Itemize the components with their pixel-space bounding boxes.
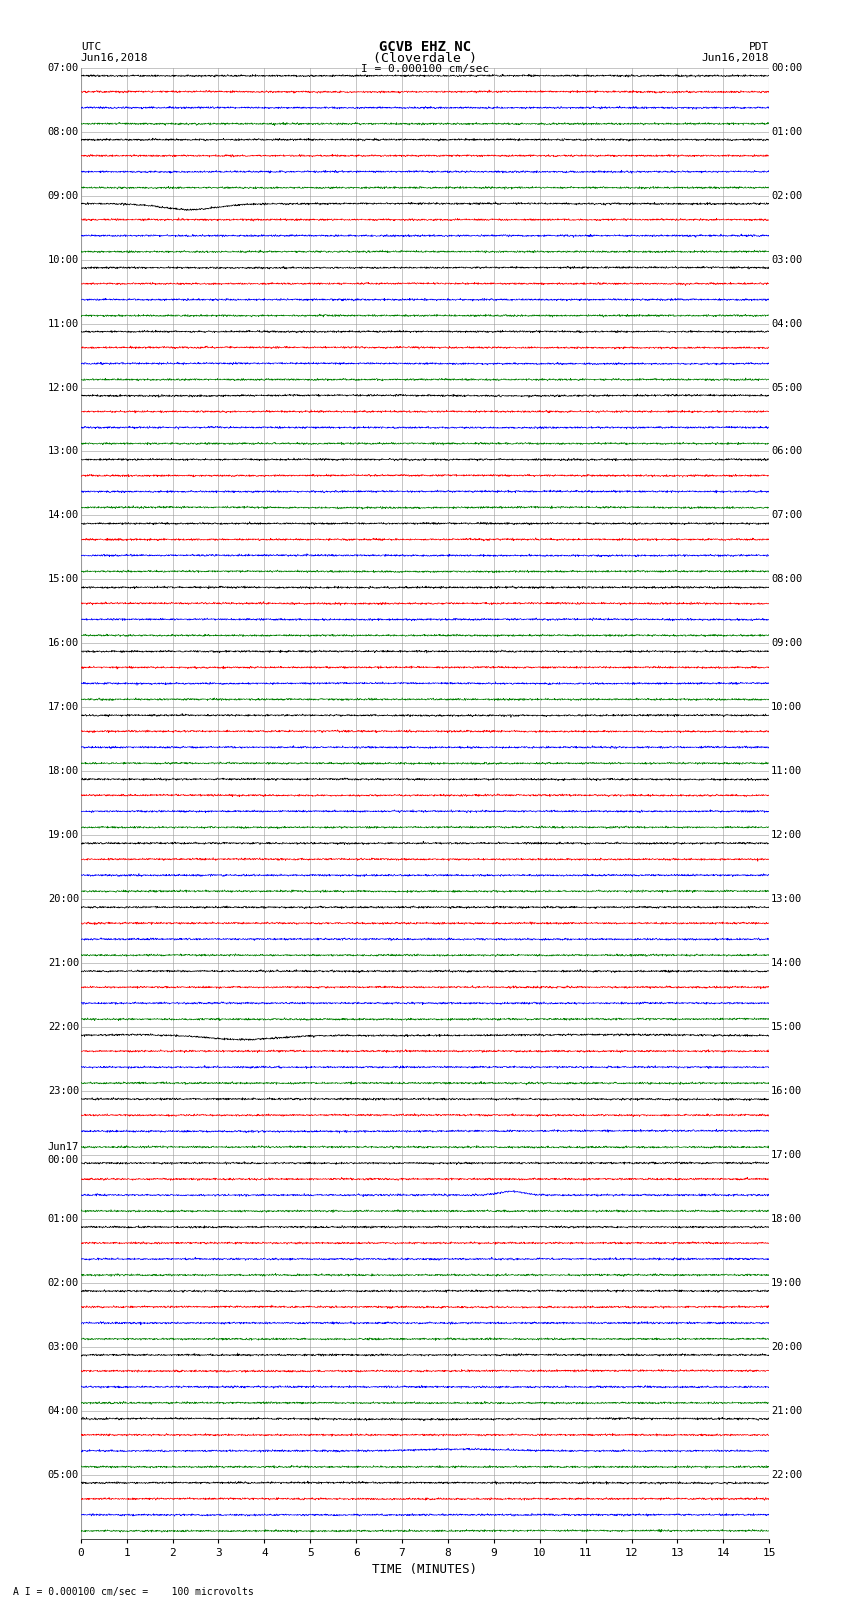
Text: 07:00: 07:00	[48, 63, 79, 73]
Text: Jun17: Jun17	[48, 1142, 79, 1152]
Text: 01:00: 01:00	[48, 1215, 79, 1224]
Text: 11:00: 11:00	[771, 766, 802, 776]
Text: 18:00: 18:00	[771, 1215, 802, 1224]
Text: 02:00: 02:00	[48, 1277, 79, 1287]
Text: 02:00: 02:00	[771, 190, 802, 200]
Text: 22:00: 22:00	[771, 1469, 802, 1479]
Text: 13:00: 13:00	[771, 894, 802, 905]
Text: (Cloverdale ): (Cloverdale )	[373, 52, 477, 65]
Text: 10:00: 10:00	[771, 702, 802, 713]
Text: 14:00: 14:00	[771, 958, 802, 968]
Text: GCVB EHZ NC: GCVB EHZ NC	[379, 40, 471, 53]
Text: I = 0.000100 cm/sec: I = 0.000100 cm/sec	[361, 65, 489, 74]
Text: 22:00: 22:00	[48, 1023, 79, 1032]
Text: UTC: UTC	[81, 42, 101, 52]
Text: 08:00: 08:00	[48, 127, 79, 137]
Text: 16:00: 16:00	[771, 1086, 802, 1097]
Text: 20:00: 20:00	[48, 894, 79, 905]
Text: PDT: PDT	[749, 42, 769, 52]
Text: 17:00: 17:00	[771, 1150, 802, 1160]
Text: 07:00: 07:00	[771, 510, 802, 521]
Text: 05:00: 05:00	[48, 1469, 79, 1479]
Text: A I = 0.000100 cm/sec =    100 microvolts: A I = 0.000100 cm/sec = 100 microvolts	[13, 1587, 253, 1597]
Text: 11:00: 11:00	[48, 319, 79, 329]
Text: 15:00: 15:00	[771, 1023, 802, 1032]
Text: 12:00: 12:00	[771, 831, 802, 840]
Text: Jun16,2018: Jun16,2018	[81, 53, 148, 63]
Text: Jun16,2018: Jun16,2018	[702, 53, 769, 63]
Text: 04:00: 04:00	[771, 319, 802, 329]
Text: 09:00: 09:00	[48, 190, 79, 200]
Text: 06:00: 06:00	[771, 447, 802, 456]
Text: 20:00: 20:00	[771, 1342, 802, 1352]
Text: 04:00: 04:00	[48, 1407, 79, 1416]
Text: 16:00: 16:00	[48, 639, 79, 648]
Text: 19:00: 19:00	[48, 831, 79, 840]
Text: 21:00: 21:00	[48, 958, 79, 968]
Text: 01:00: 01:00	[771, 127, 802, 137]
Text: 12:00: 12:00	[48, 382, 79, 392]
Text: 14:00: 14:00	[48, 510, 79, 521]
Text: 08:00: 08:00	[771, 574, 802, 584]
Text: 03:00: 03:00	[771, 255, 802, 265]
Text: 10:00: 10:00	[48, 255, 79, 265]
Text: 05:00: 05:00	[771, 382, 802, 392]
Text: 15:00: 15:00	[48, 574, 79, 584]
Text: 19:00: 19:00	[771, 1277, 802, 1287]
Text: 18:00: 18:00	[48, 766, 79, 776]
Text: 00:00: 00:00	[771, 63, 802, 73]
Text: 03:00: 03:00	[48, 1342, 79, 1352]
Text: 00:00: 00:00	[48, 1155, 79, 1165]
Text: 13:00: 13:00	[48, 447, 79, 456]
Text: 23:00: 23:00	[48, 1086, 79, 1097]
Text: 21:00: 21:00	[771, 1407, 802, 1416]
Text: 17:00: 17:00	[48, 702, 79, 713]
Text: 09:00: 09:00	[771, 639, 802, 648]
X-axis label: TIME (MINUTES): TIME (MINUTES)	[372, 1563, 478, 1576]
